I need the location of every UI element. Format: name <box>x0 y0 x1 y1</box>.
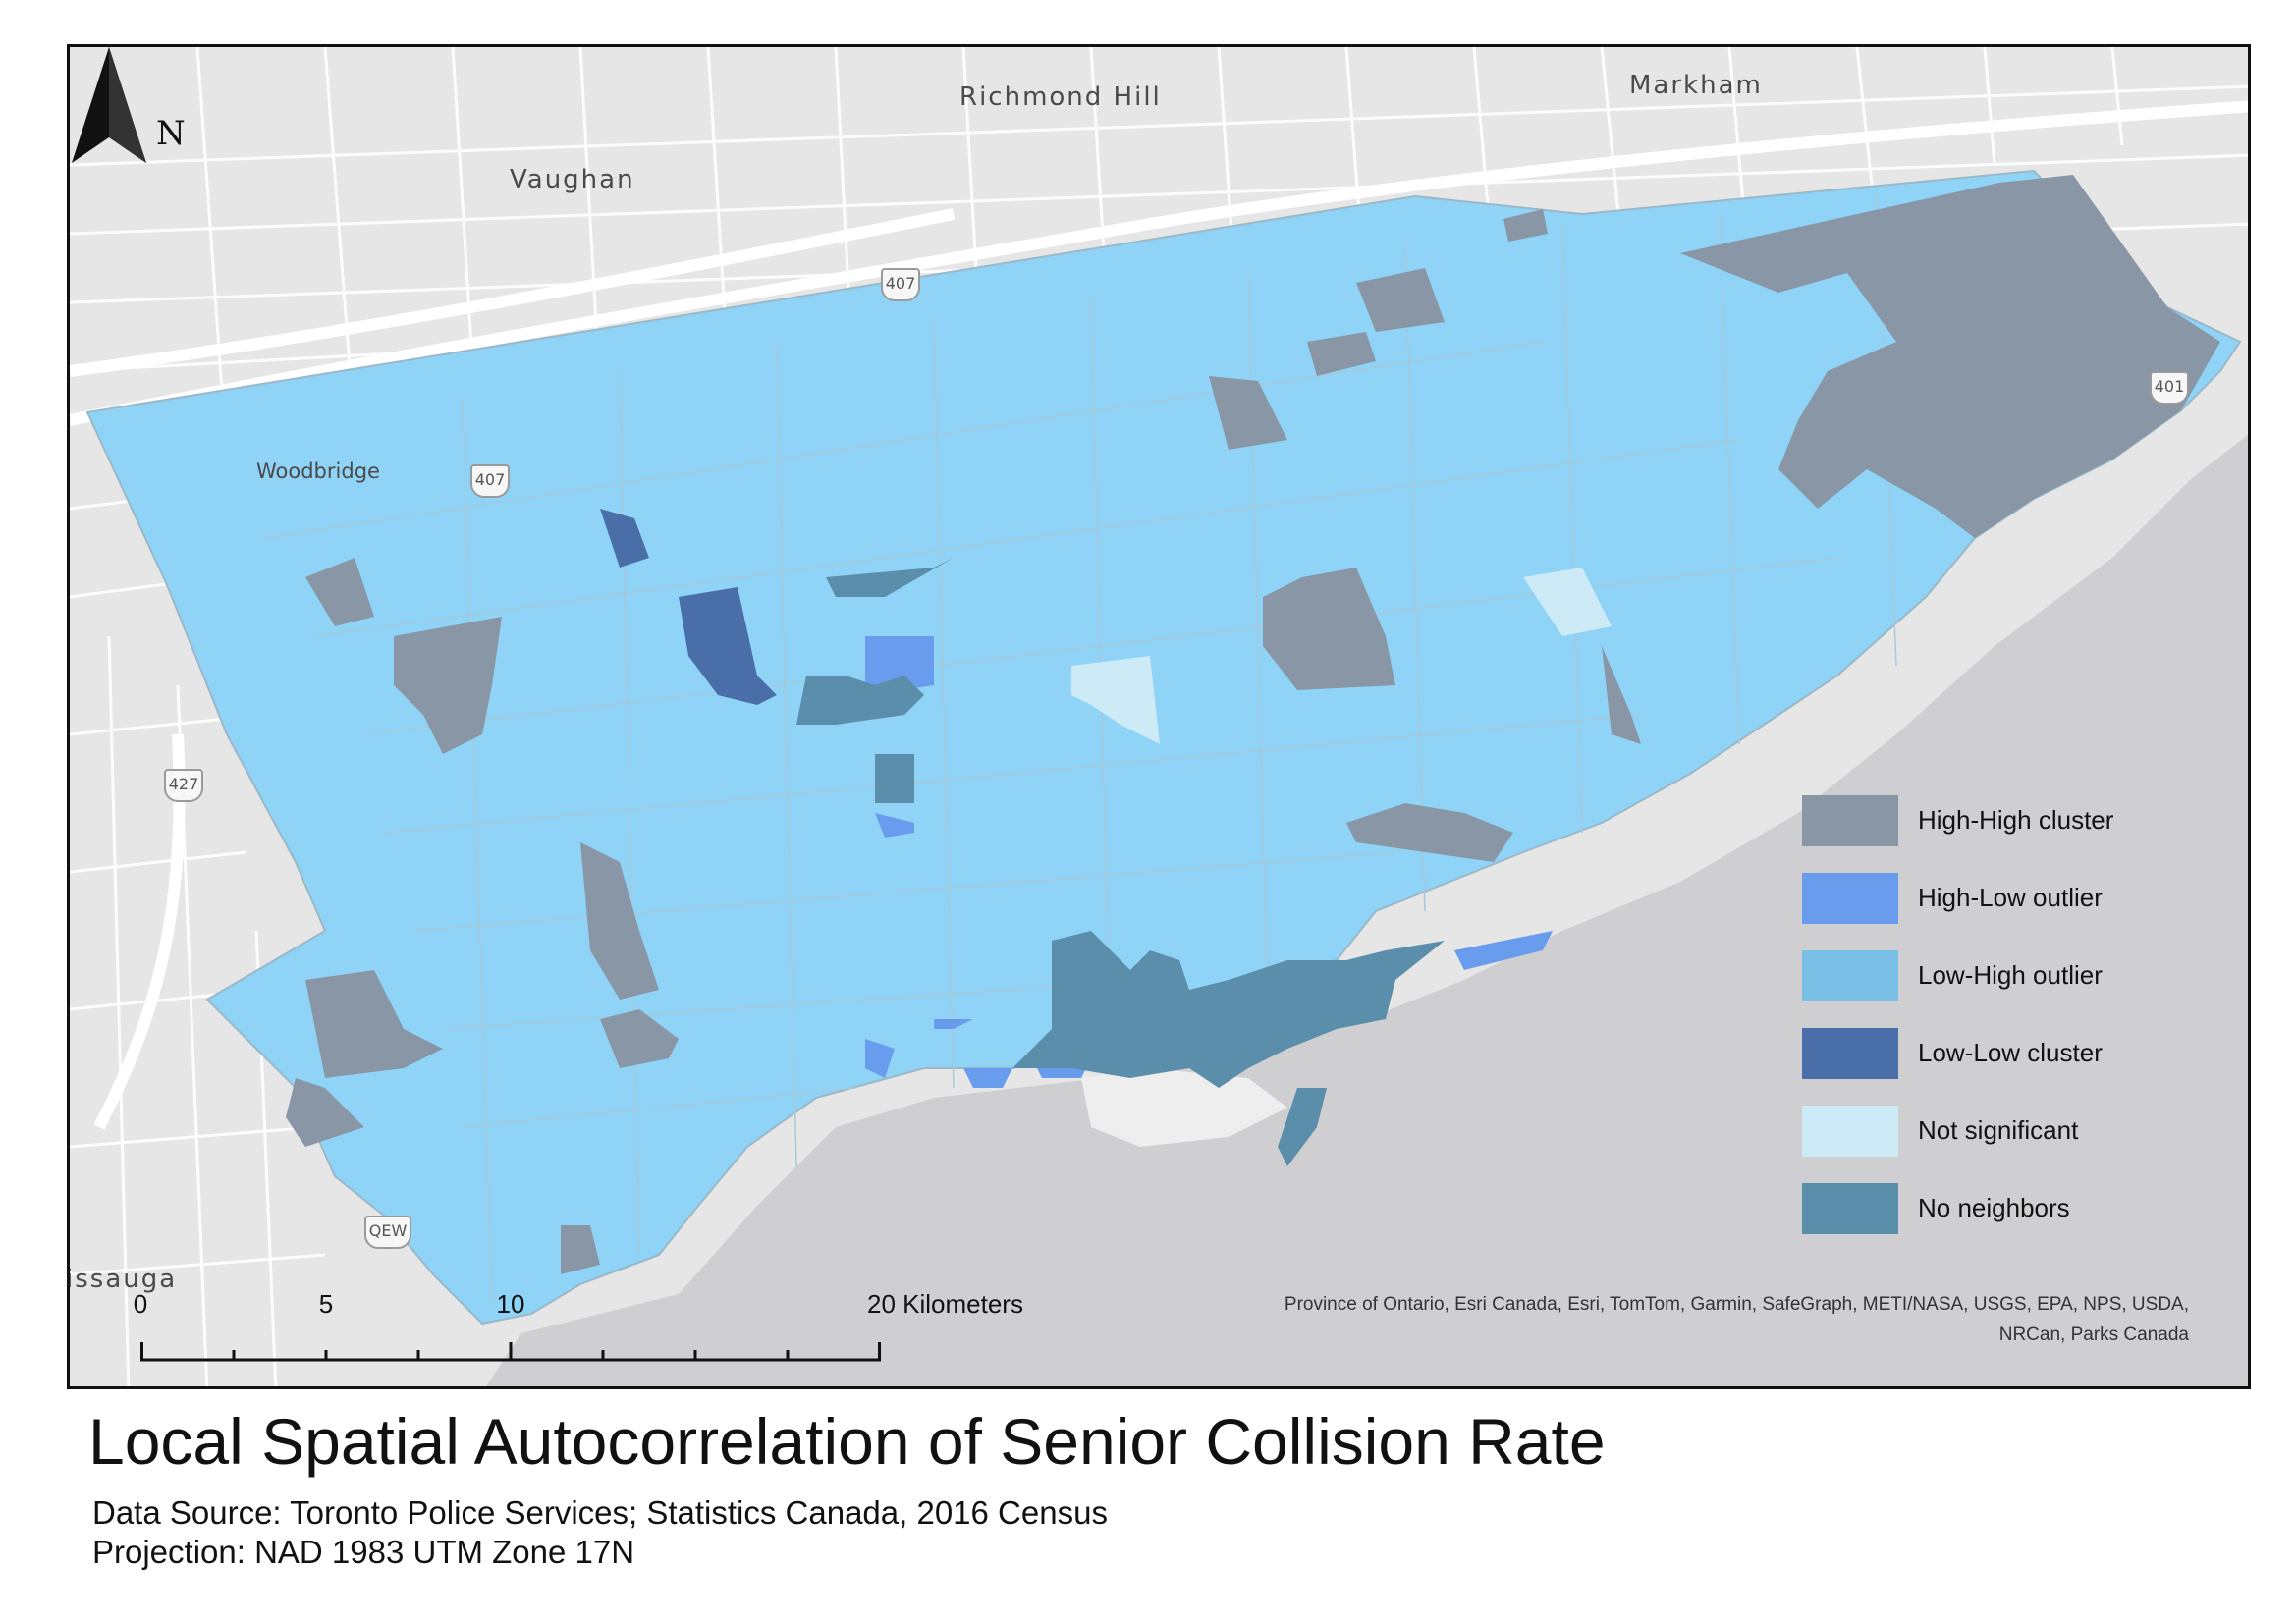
data-source-note: Data Source: Toronto Police Services; St… <box>92 1494 1108 1531</box>
highway-401-shield: 401 <box>2150 371 2189 405</box>
map-frame[interactable]: Richmond Hill Markham Vaughan Woodbridge… <box>67 44 2251 1389</box>
legend-swatch <box>1802 795 1898 846</box>
highways <box>70 100 2248 1130</box>
high-high-clusters <box>286 175 2220 1274</box>
map-legend: High-High cluster High-Low outlier Low-Hig… <box>1802 795 2156 1261</box>
legend-swatch <box>1802 873 1898 924</box>
legend-label: Low-Low cluster <box>1918 1038 2103 1067</box>
low-low-clusters <box>600 509 777 705</box>
no-neighbors-areas <box>796 558 1445 1166</box>
attribution-line-2: NRCan, Parks Canada <box>1998 1325 2189 1345</box>
legend-item: High-High cluster <box>1802 795 2156 873</box>
map-attribution: Province of Ontario, Esri Canada, Esri, … <box>1109 1289 2189 1350</box>
legend-swatch <box>1802 1106 1898 1157</box>
north-arrow-icon <box>72 47 146 163</box>
place-label-richmond-hill: Richmond Hill <box>959 82 1162 112</box>
not-significant-areas <box>1071 568 1612 744</box>
legend-swatch <box>1802 1183 1898 1234</box>
legend-label: Not significant <box>1918 1115 2079 1145</box>
legend-item: Low-High outlier <box>1802 950 2156 1028</box>
legend-label: Low-High outlier <box>1918 960 2103 990</box>
scale-label-5: 5 <box>318 1289 334 1319</box>
place-label-vaughan: Vaughan <box>510 165 635 194</box>
highway-407-shield: 407 <box>470 464 510 498</box>
legend-label: No neighbors <box>1918 1193 2070 1222</box>
legend-item: No neighbors <box>1802 1183 2156 1261</box>
highway-407-shield: 407 <box>881 268 920 301</box>
legend-item: Low-Low cluster <box>1802 1028 2156 1106</box>
toronto-islands <box>1081 1068 1287 1147</box>
legend-item: Not significant <box>1802 1106 2156 1183</box>
legend-swatch <box>1802 950 1898 1001</box>
legend-label: High-Low outlier <box>1918 883 2103 912</box>
qew-shield: QEW <box>364 1216 411 1249</box>
projection-note: Projection: NAD 1983 UTM Zone 17N <box>92 1534 635 1570</box>
scale-bar: 0 5 10 20 Kilometers <box>134 1289 1023 1368</box>
map-title: Local Spatial Autocorrelation of Senior … <box>88 1405 1606 1478</box>
scale-label-20: 20 Kilometers <box>867 1289 1023 1319</box>
neighbourhood-lines <box>265 193 1897 1305</box>
attribution-line-1: Province of Ontario, Esri Canada, Esri, … <box>1284 1294 2189 1315</box>
legend-item: High-Low outlier <box>1802 873 2156 950</box>
scale-label-10: 10 <box>496 1289 525 1319</box>
legend-swatch <box>1802 1028 1898 1079</box>
highway-427-shield: 427 <box>164 769 203 802</box>
scale-label-0: 0 <box>133 1289 148 1319</box>
place-label-mississauga: issauga <box>67 1265 178 1294</box>
north-label: N <box>156 114 186 153</box>
place-label-woodbridge: Woodbridge <box>256 460 380 483</box>
legend-label: High-High cluster <box>1918 805 2114 835</box>
scale-bar-ruler <box>140 1342 881 1362</box>
place-label-markham: Markham <box>1629 71 1763 100</box>
